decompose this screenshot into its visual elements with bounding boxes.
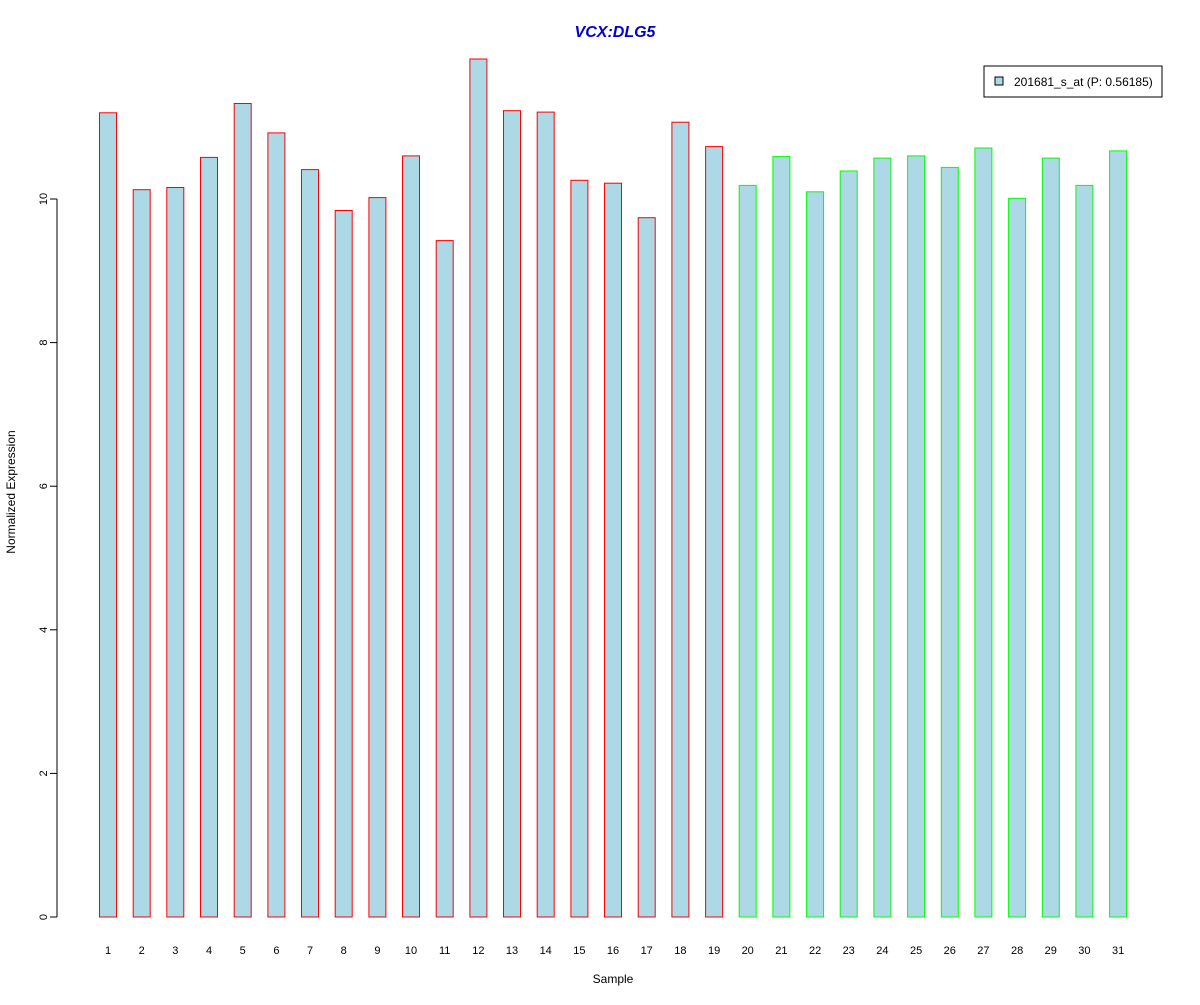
x-tick-label: 12	[472, 945, 484, 957]
x-tick-label: 2	[139, 945, 145, 957]
x-tick-label: 7	[307, 945, 313, 957]
y-tick-label: 2	[38, 770, 50, 776]
bar-sample-20	[738, 184, 757, 918]
x-tick-label: 15	[573, 945, 585, 957]
y-tick-label: 10	[38, 193, 50, 205]
x-tick-label: 31	[1112, 945, 1124, 957]
y-tick-label: 0	[38, 914, 50, 920]
x-tick-label: 17	[641, 945, 653, 957]
bar-sample-21	[772, 156, 791, 918]
x-tick-label: 27	[977, 945, 989, 957]
bar-sample-1	[99, 112, 117, 918]
x-tick-label: 30	[1078, 945, 1090, 957]
bar-sample-10	[402, 155, 420, 918]
bar-sample-17	[637, 217, 656, 918]
bar-sample-25	[907, 155, 926, 918]
x-tick-label: 18	[674, 945, 686, 957]
bar-sample-14	[536, 111, 555, 918]
x-tick-label: 11	[439, 945, 450, 957]
x-tick-label: 24	[876, 945, 888, 957]
x-tick-labels: 1 2 3 4 5 6 7 8 9 10 11 12 13 14 15 16 17 18 19 20 21 22 23 24 2…	[105, 945, 1124, 957]
bar-sample-4	[200, 156, 218, 918]
bar-sample-9	[368, 197, 387, 918]
x-tick-label: 9	[374, 945, 380, 957]
y-tick-label: 6	[38, 483, 50, 489]
legend-label: 201681_s_at (P: 0.56185)	[1014, 75, 1153, 89]
x-tick-label: 8	[341, 945, 347, 957]
x-tick-label: 4	[206, 945, 212, 957]
x-tick-label: 23	[843, 945, 855, 957]
bar-sample-11	[435, 240, 454, 918]
bar-sample-15	[570, 179, 589, 918]
x-tick-label: 29	[1045, 945, 1057, 957]
bar-sample-27	[974, 147, 993, 918]
legend: 201681_s_at (P: 0.56185)	[983, 65, 1163, 98]
x-tick-label: 22	[809, 945, 821, 957]
bar-sample-3	[166, 187, 185, 918]
x-tick-label: 10	[405, 945, 417, 957]
y-axis: 0 2 4 6 8 10	[38, 193, 58, 920]
x-tick-label: 25	[910, 945, 922, 957]
bar-sample-22	[806, 191, 825, 918]
bar-sample-23	[839, 170, 858, 918]
bar-sample-7	[301, 169, 319, 918]
bar-sample-30	[1075, 184, 1094, 918]
bar-sample-5	[233, 103, 252, 918]
bar-sample-29	[1041, 157, 1060, 918]
y-tick-label: 4	[38, 627, 50, 633]
bar-sample-2	[132, 189, 151, 918]
bar-sample-18	[671, 121, 690, 918]
bar-sample-31	[1109, 150, 1128, 918]
bar-sample-8	[334, 210, 353, 918]
x-tick-label: 14	[540, 945, 552, 957]
chart-title: VCX:DLG5	[575, 24, 657, 41]
x-tick-label: 26	[944, 945, 956, 957]
x-axis-label: Sample	[593, 972, 634, 986]
x-tick-label: 20	[742, 945, 754, 957]
bar-sample-6	[267, 132, 286, 918]
x-tick-label: 3	[172, 945, 178, 957]
bar-sample-16	[604, 182, 622, 918]
x-tick-label: 5	[240, 945, 246, 957]
y-axis-label: Normalized Expression	[4, 430, 18, 553]
legend-swatch	[994, 76, 1004, 86]
x-tick-label: 16	[607, 945, 619, 957]
bars	[99, 58, 1128, 918]
legend-box	[983, 65, 1163, 98]
x-tick-label: 1	[105, 945, 111, 957]
x-tick-label: 19	[708, 945, 720, 957]
bar-sample-24	[873, 157, 892, 918]
bar-sample-26	[940, 166, 959, 918]
x-tick-label: 21	[775, 945, 787, 957]
x-tick-label: 6	[273, 945, 279, 957]
bar-sample-12	[469, 58, 488, 918]
x-tick-label: 13	[506, 945, 518, 957]
bar-sample-28	[1008, 197, 1027, 918]
x-tick-label: 28	[1011, 945, 1023, 957]
bar-sample-13	[503, 110, 521, 918]
bar-sample-19	[705, 146, 724, 918]
y-tick-label: 8	[38, 340, 50, 346]
